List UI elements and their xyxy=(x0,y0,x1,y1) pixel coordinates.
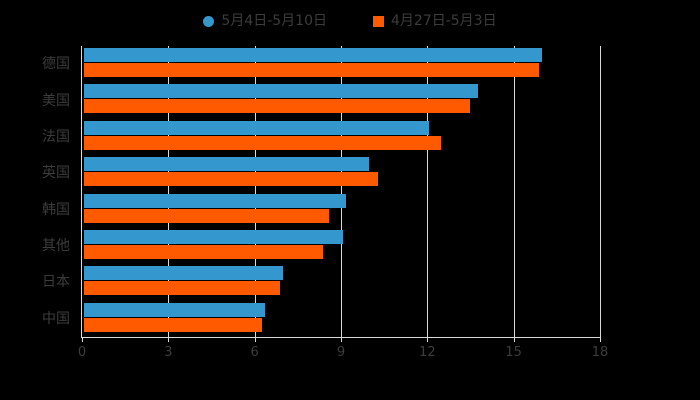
bar-series-1[interactable] xyxy=(84,266,283,281)
gridline-x-18 xyxy=(600,46,601,337)
bar-group-row: 法国 xyxy=(42,119,600,155)
bar-series-2[interactable] xyxy=(84,172,378,187)
gridline-x-6 xyxy=(254,46,256,337)
bar-group-row: 日本 xyxy=(42,264,600,300)
gridline-x-3 xyxy=(168,46,170,337)
gridline-x-12 xyxy=(427,46,429,337)
bar-group-row: 美国 xyxy=(42,82,600,118)
bar-series-2[interactable] xyxy=(84,281,280,296)
bar-series-1[interactable] xyxy=(84,193,346,208)
y-category-label: 其他 xyxy=(42,238,70,255)
x-tick-label-9: 9 xyxy=(336,345,346,360)
bar-group-row: 德国 xyxy=(42,46,600,82)
bar-group-row: 英国 xyxy=(42,155,600,191)
x-tick-label-0: 0 xyxy=(77,345,87,360)
bar-group-row: 中国 xyxy=(42,301,600,337)
bar-series-2[interactable] xyxy=(84,317,263,332)
bar-group-row: 其他 xyxy=(42,228,600,264)
x-tick-mark-6 xyxy=(254,337,256,342)
bar-series-2[interactable] xyxy=(84,135,441,150)
x-tick-label-12: 12 xyxy=(419,345,436,360)
x-tick-mark-3 xyxy=(168,337,170,342)
bar-series-2[interactable] xyxy=(84,244,323,259)
y-category-label: 美国 xyxy=(42,92,70,109)
x-tick-label-18: 18 xyxy=(591,345,609,360)
x-tick-label-3: 3 xyxy=(164,345,173,360)
y-category-label: 日本 xyxy=(42,274,70,291)
y-category-label: 德国 xyxy=(42,56,70,73)
y-category-label: 法国 xyxy=(42,128,70,145)
gridline-x-15 xyxy=(513,46,515,337)
legend-label-series-2: 4月27日-5月3日 xyxy=(391,13,497,29)
legend-marker-square-icon xyxy=(373,15,384,27)
bar-series-1[interactable] xyxy=(84,302,266,317)
legend-item-series-2[interactable]: 4月27日-5月3日 xyxy=(373,14,497,28)
chart-legend: 5月4日-5月10日 4月27日-5月3日 xyxy=(0,10,700,32)
x-tick-mark-15 xyxy=(513,337,515,342)
bar-series-1[interactable] xyxy=(84,48,542,62)
bar-series-2[interactable] xyxy=(84,99,470,114)
x-tick-label-15: 15 xyxy=(505,345,522,360)
y-category-label: 韩国 xyxy=(42,201,70,218)
bar-group-row: 韩国 xyxy=(42,192,600,228)
legend-label-series-1: 5月4日-5月10日 xyxy=(221,13,327,29)
y-category-label: 英国 xyxy=(42,165,70,182)
x-tick-mark-9 xyxy=(341,337,342,342)
x-tick-mark-12 xyxy=(427,337,429,342)
y-category-label: 中国 xyxy=(42,310,70,327)
y-axis-line xyxy=(81,46,82,337)
bar-series-1[interactable] xyxy=(84,229,343,244)
x-tick-mark-0 xyxy=(82,337,83,342)
bar-series-1[interactable] xyxy=(84,120,430,135)
x-tick-mark-18 xyxy=(600,337,601,342)
bar-series-1[interactable] xyxy=(84,84,479,99)
legend-marker-circle-icon xyxy=(203,15,215,27)
gridline-x-9 xyxy=(341,46,342,337)
legend-item-series-1[interactable]: 5月4日-5月10日 xyxy=(203,14,327,28)
bar-series-2[interactable] xyxy=(84,208,329,223)
plot-area: 0 3 6 9 12 15 18 德国美国法国英国韩国其他日本中国 xyxy=(42,46,608,360)
bar-series-2[interactable] xyxy=(84,63,539,77)
bar-series-1[interactable] xyxy=(84,157,369,172)
x-tick-label-6: 6 xyxy=(250,345,259,360)
